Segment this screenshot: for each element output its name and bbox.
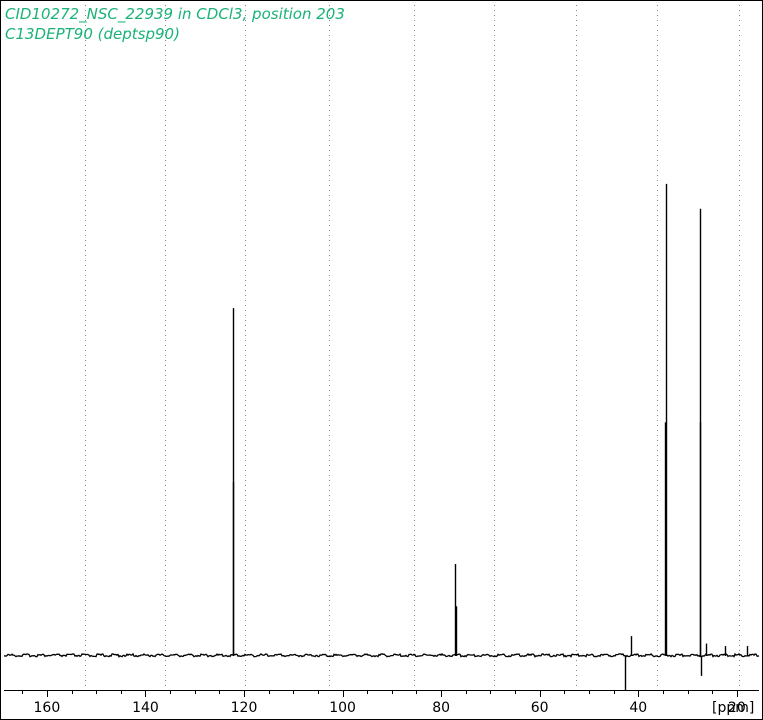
grid-lines [85,5,740,690]
x-axis-label: [ppm] [712,700,754,716]
x-tick-label: 100 [329,700,356,716]
x-tick-label: 120 [231,700,258,716]
x-axis-ticks: 160 140 120 100 80 60 40 20 [22,690,746,716]
x-tick-label: 60 [531,700,549,716]
baseline-path [3,652,760,658]
x-tick-label: 20 [728,700,746,716]
x-tick-label: 40 [629,700,647,716]
x-tick-label: 160 [34,700,61,716]
x-tick-label: 140 [132,700,159,716]
chart-subtitle: C13DEPT90 (deptsp90) [5,25,180,43]
chart-title: CID10272_NSC_22939 in CDCl3, position 20… [5,5,345,23]
x-tick-label: 80 [432,700,450,716]
baseline-trace [3,652,760,658]
peak-traces [232,183,749,691]
